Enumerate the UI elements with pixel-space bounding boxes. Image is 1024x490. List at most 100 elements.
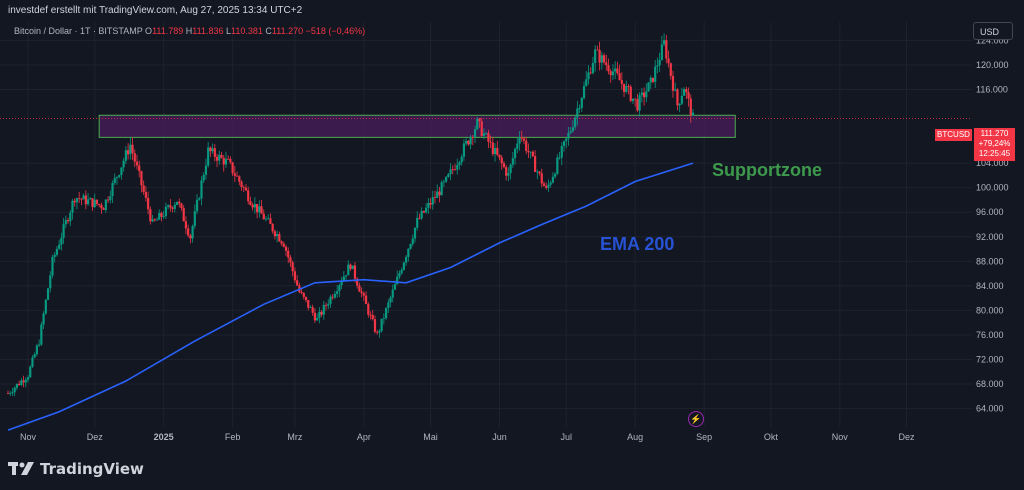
candle-body [253, 204, 256, 208]
symbol-label: Bitcoin / Dollar · 1T · BITSTAMP [14, 26, 143, 36]
candle-body [489, 141, 492, 143]
time-tick-label: Dez [898, 432, 915, 442]
price-tick-label: 64.000 [976, 404, 1004, 414]
candle-body [198, 198, 201, 200]
time-axis[interactable]: Nov Dez 2025 Feb Mrz Apr Mai Jun Jul Aug Sep Okt Nov… [20, 432, 915, 442]
ema-200-annotation[interactable]: EMA 200 [600, 234, 675, 254]
time-tick-label: Okt [764, 432, 779, 442]
candle-body [602, 55, 606, 63]
currency-button[interactable]: USD [973, 22, 1013, 40]
candle-body [507, 173, 510, 176]
support-zone-rect[interactable] [98, 114, 736, 138]
candle-body [40, 324, 43, 345]
candle-body [180, 203, 183, 208]
candle-body [109, 196, 112, 201]
candle-body [680, 95, 683, 104]
time-tick-label: 2025 [154, 432, 174, 442]
candle-body [291, 262, 294, 272]
candle-body [669, 63, 672, 76]
tradingview-logo[interactable]: TradingView [8, 458, 144, 480]
support-zone-box[interactable] [98, 114, 736, 138]
time-tick-label: Aug [627, 432, 643, 442]
candle-body [391, 289, 394, 298]
candle-body [542, 183, 546, 187]
candle-body [218, 154, 221, 161]
candle-body [520, 137, 523, 139]
candle-body [631, 98, 635, 102]
candle-body [26, 377, 30, 380]
candle-body [676, 89, 679, 106]
candle-body [273, 231, 276, 237]
candle-body [496, 148, 499, 155]
candle-body [73, 200, 76, 203]
price-axis[interactable]: 124.000 120.000 116.000 104.000 100.000 96.00… [972, 22, 1024, 427]
ohlc-open: 111.789 [152, 26, 184, 36]
candle-body [80, 198, 83, 200]
ohlc-low-label: L [226, 26, 232, 36]
candle-body [478, 118, 481, 122]
candle-body [142, 185, 145, 192]
time-tick-label: Jun [492, 432, 507, 442]
candle-body [645, 91, 648, 98]
candle-body [402, 262, 405, 270]
candle-body [44, 299, 47, 314]
candle-body [662, 40, 666, 45]
candle-body [302, 292, 305, 297]
candle-body [558, 157, 561, 159]
candle-body [95, 199, 99, 205]
candle-body [487, 133, 490, 142]
candle-body [51, 256, 54, 276]
candle-body [229, 158, 232, 163]
candle-body [320, 311, 323, 315]
candle-body [6, 393, 10, 395]
candle-body [149, 209, 152, 222]
price-change-percent: +79,24% [978, 139, 1011, 148]
candle-body [378, 330, 381, 333]
candle-body [596, 49, 599, 51]
candle-body [518, 137, 521, 144]
candle-body [591, 63, 595, 74]
candle-body [634, 98, 637, 100]
candle-body [342, 276, 345, 282]
candle-body [91, 198, 94, 208]
candle-body [549, 182, 552, 185]
ohlc-change: −518 (−0,46%) [305, 26, 366, 36]
candle-body [282, 243, 285, 247]
candle-body [31, 357, 34, 367]
lightning-icon[interactable]: ⚡ [688, 411, 704, 427]
candle-body [200, 180, 203, 199]
candle-body [418, 217, 421, 219]
candle-body [562, 141, 566, 146]
supportzone-annotation[interactable]: Supportzone [712, 160, 822, 180]
candle-body [529, 151, 532, 153]
candle-body [280, 241, 283, 244]
time-tick-label: Dez [87, 432, 104, 442]
candle-body [629, 86, 632, 102]
candle-body [338, 285, 341, 292]
candle-body [582, 85, 586, 99]
candle-body [264, 218, 268, 220]
candle-body [505, 167, 508, 176]
candle-body [115, 176, 119, 179]
price-tick-label: 124.000 [976, 35, 1009, 45]
candle-body [215, 156, 219, 161]
candle-body [11, 392, 14, 394]
candle-body [382, 318, 385, 319]
candle-body [660, 44, 663, 60]
candle-body [691, 112, 695, 116]
candle-body [656, 65, 659, 67]
price-tick-label: 100.000 [976, 183, 1009, 193]
candle-body [640, 92, 643, 96]
price-tick-label: 96.000 [976, 207, 1004, 217]
candle-body [284, 246, 288, 251]
candle-body [100, 204, 103, 209]
candle-body [75, 198, 79, 203]
candle-body [364, 295, 368, 305]
candle-body [49, 275, 52, 289]
candle-body [120, 167, 123, 176]
candles [6, 33, 695, 397]
candle-body [249, 201, 252, 205]
ohlc-close-label: C [265, 26, 272, 36]
candle-body [46, 288, 50, 300]
